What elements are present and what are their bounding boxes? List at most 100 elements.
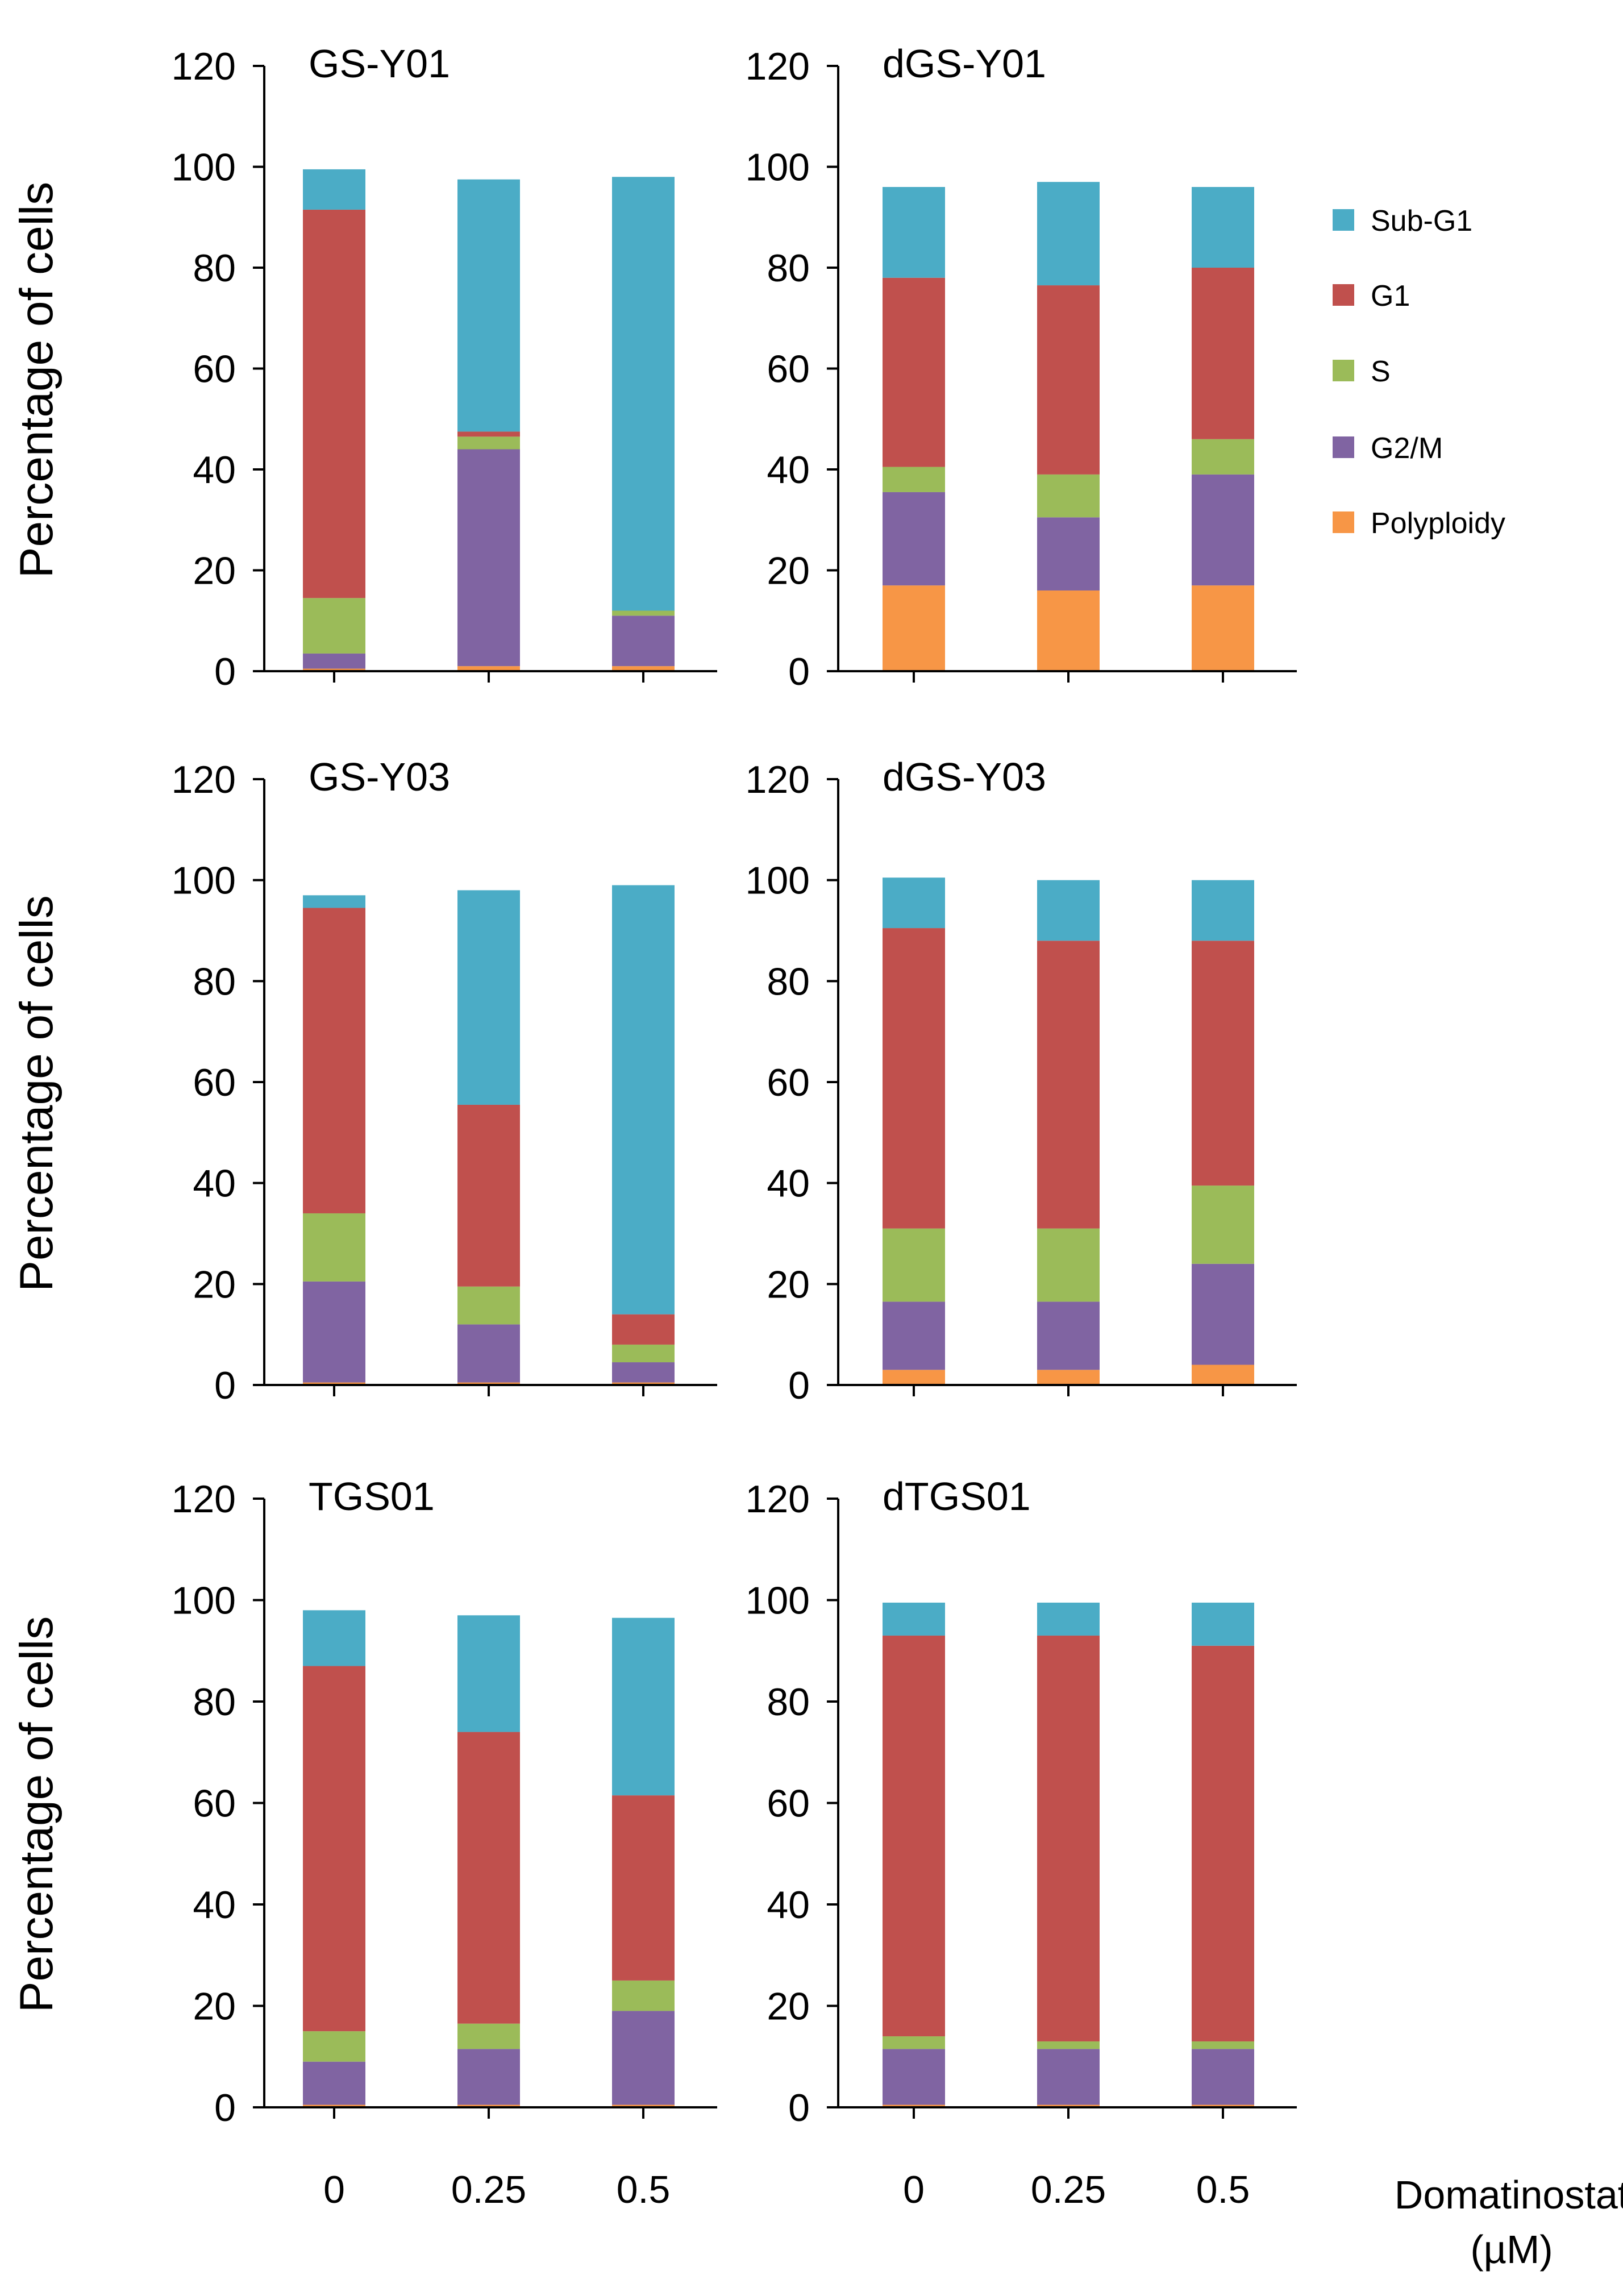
bar-segment-polyploidy — [1037, 2104, 1100, 2107]
x-tick-label: 0.25 — [451, 2168, 526, 2211]
y-tick-label: 0 — [788, 1364, 810, 1407]
bar-segment-g1 — [883, 277, 945, 467]
y-tick-label: 0 — [214, 2086, 236, 2129]
bar-segment-sub-g1 — [612, 1617, 675, 1796]
bar-segment-g2-m — [1037, 1301, 1100, 1370]
bar-segment-polyploidy — [457, 666, 520, 671]
y-tick-label: 120 — [746, 758, 810, 801]
y-tick-label: 80 — [767, 960, 810, 1003]
bar-segment-s — [612, 1344, 675, 1363]
y-tick-label: 100 — [746, 859, 810, 902]
panel-title: GS-Y03 — [309, 755, 450, 799]
y-tick-label: 20 — [193, 1263, 236, 1306]
legend-item: Sub-G1 — [1333, 205, 1472, 238]
y-tick-label: 0 — [214, 1364, 236, 1407]
bar-segment-sub-g1 — [883, 187, 945, 278]
bar-segment-g2-m — [457, 449, 520, 667]
panel-title: dGS-Y03 — [883, 755, 1046, 799]
y-tick-label: 20 — [767, 1985, 810, 2028]
y-tick-label: 120 — [172, 758, 236, 801]
bar-segment-polyploidy — [303, 668, 365, 671]
bar-segment-polyploidy — [1192, 585, 1254, 671]
bar-segment-polyploidy — [303, 2104, 365, 2107]
bar-segment-g1 — [303, 209, 365, 598]
bar-segment-s — [457, 2023, 520, 2049]
bar-segment-g1 — [883, 928, 945, 1229]
bar-segment-s — [1192, 439, 1254, 475]
legend-label: G2/M — [1371, 432, 1443, 465]
chart-panel: 0 20 40 60 80 100 120 0 0.25 0.5 dTGS01 — [746, 1474, 1297, 2211]
x-tick-label: 0.5 — [1196, 2168, 1250, 2211]
bar-segment-sub-g1 — [1192, 880, 1254, 941]
bar-segment-g1 — [1192, 1645, 1254, 2041]
bar-segment-g2-m — [612, 1362, 675, 1383]
bar-segment-g2-m — [612, 2011, 675, 2105]
bar-segment-g2-m — [612, 615, 675, 667]
bar-segment-g2-m — [457, 1324, 520, 1383]
legend-item: S — [1333, 355, 1391, 388]
y-tick-label: 100 — [746, 146, 810, 189]
bar-segment-g2-m — [303, 1281, 365, 1383]
y-tick-label: 120 — [746, 1478, 810, 1521]
bar-segment-s — [1192, 2041, 1254, 2049]
y-tick-label: 0 — [788, 650, 810, 693]
y-tick-label: 60 — [767, 1061, 810, 1104]
bar-segment-g1 — [1037, 1635, 1100, 2041]
bar-segment-sub-g1 — [1037, 1602, 1100, 1636]
y-tick-label: 20 — [193, 550, 236, 593]
bar-segment-g1 — [303, 1666, 365, 2032]
bar-segment-sub-g1 — [457, 890, 520, 1105]
bar-segment-sub-g1 — [303, 1610, 365, 1666]
y-axis-title: Percentage of cells — [11, 182, 63, 578]
bar-segment-g2-m — [457, 2049, 520, 2105]
x-tick-label: 0.25 — [1031, 2168, 1106, 2211]
x-axis-title-line1: Domatinostat — [1395, 2173, 1623, 2217]
y-tick-label: 60 — [767, 1782, 810, 1825]
bar-segment-s — [612, 610, 675, 616]
x-tick-label: 0.5 — [617, 2168, 671, 2211]
bar-segment-g1 — [457, 431, 520, 437]
bar-segment-s — [457, 436, 520, 450]
y-tick-label: 60 — [193, 1782, 236, 1825]
y-axis-title: Percentage of cells — [11, 895, 63, 1291]
legend-label: Sub-G1 — [1371, 205, 1472, 238]
bar-segment-s — [1192, 1186, 1254, 1264]
bar-segment-g1 — [1037, 941, 1100, 1229]
bar-segment-g2-m — [1192, 1263, 1254, 1365]
bar-segment-g1 — [1192, 941, 1254, 1186]
chart-panel: 0 20 40 60 80 100 120 dGS-Y01 — [746, 41, 1297, 693]
bar-segment-s — [303, 2031, 365, 2062]
panel-title: TGS01 — [309, 1474, 435, 1519]
bar-segment-sub-g1 — [457, 1615, 520, 1732]
bar-segment-s — [883, 467, 945, 492]
y-tick-label: 80 — [767, 1681, 810, 1724]
y-tick-label: 100 — [746, 1579, 810, 1623]
y-tick-label: 100 — [172, 859, 236, 902]
y-axis-title: Percentage of cells — [11, 1616, 63, 2012]
bar-segment-s — [1037, 1228, 1100, 1302]
y-tick-label: 40 — [767, 448, 810, 492]
x-tick-label: 0 — [903, 2168, 925, 2211]
bar-segment-s — [883, 2036, 945, 2049]
bar-segment-sub-g1 — [883, 1602, 945, 1636]
bar-segment-g1 — [612, 1314, 675, 1345]
bar-segment-g2-m — [1037, 517, 1100, 590]
y-tick-label: 40 — [193, 448, 236, 492]
y-tick-label: 0 — [788, 2086, 810, 2129]
y-tick-label: 80 — [193, 1681, 236, 1724]
bar-segment-g2-m — [1192, 2049, 1254, 2105]
bar-segment-polyploidy — [457, 1382, 520, 1385]
bar-segment-sub-g1 — [1192, 187, 1254, 268]
panel-title: dGS-Y01 — [883, 41, 1046, 86]
legend: Sub-G1 G1 S G2/M Polyploidy — [1333, 205, 1505, 540]
bar-segment-polyploidy — [1037, 1370, 1100, 1385]
x-axis-title-line2: (µM) — [1470, 2227, 1553, 2272]
y-tick-label: 120 — [746, 45, 810, 88]
y-tick-label: 60 — [193, 348, 236, 391]
y-tick-label: 80 — [193, 247, 236, 290]
chart-panel: 0 20 40 60 80 100 120 0 0.25 0.5 TGS01 Percentage o… — [11, 1474, 717, 2211]
bar-segment-g2-m — [883, 492, 945, 586]
legend-label: Polyploidy — [1371, 507, 1505, 540]
legend-item: G2/M — [1333, 432, 1443, 465]
